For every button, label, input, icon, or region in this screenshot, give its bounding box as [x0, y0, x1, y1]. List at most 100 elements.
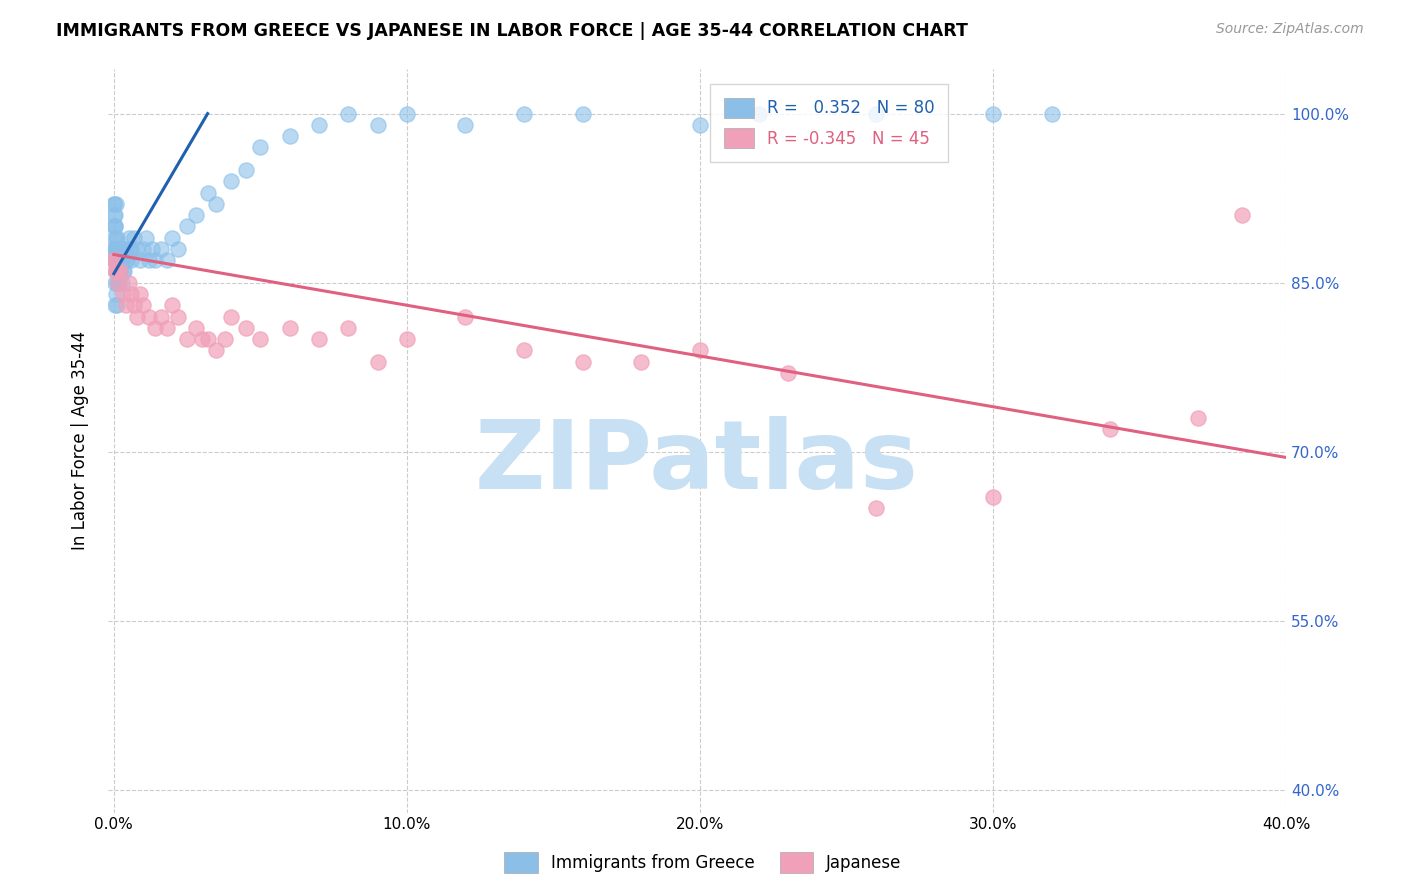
Point [132, 298, 155, 312]
Point [337, 320, 360, 334]
Point [104, 264, 127, 278]
Point [103, 196, 125, 211]
Point [117, 276, 139, 290]
Point [278, 320, 301, 334]
Point [367, 354, 389, 368]
Point [132, 242, 155, 256]
Point [114, 242, 136, 256]
Point [127, 242, 149, 256]
Point [105, 264, 128, 278]
Point [367, 118, 389, 132]
Point [1230, 208, 1253, 222]
Point [124, 298, 146, 312]
Point [155, 320, 177, 334]
Point [112, 264, 135, 278]
Point [235, 320, 257, 334]
Point [124, 230, 146, 244]
Point [107, 276, 129, 290]
Point [184, 320, 207, 334]
Point [689, 118, 711, 132]
Point [197, 332, 219, 346]
Point [513, 343, 536, 358]
Point [117, 230, 139, 244]
Point [513, 106, 536, 120]
Point [167, 310, 190, 324]
Point [105, 287, 128, 301]
Text: ZIPatlas: ZIPatlas [475, 417, 920, 509]
Point [235, 163, 257, 178]
Point [214, 332, 236, 346]
Point [103, 242, 125, 256]
Point [110, 264, 132, 278]
Point [111, 287, 134, 301]
Point [571, 106, 593, 120]
Point [162, 230, 184, 244]
Point [111, 276, 134, 290]
Point [107, 253, 129, 268]
Point [104, 253, 127, 268]
Point [184, 208, 207, 222]
Point [1040, 106, 1063, 120]
Point [104, 230, 127, 244]
Point [104, 242, 127, 256]
Legend: Immigrants from Greece, Japanese: Immigrants from Greece, Japanese [498, 846, 908, 880]
Point [108, 276, 131, 290]
Point [135, 230, 157, 244]
Text: Source: ZipAtlas.com: Source: ZipAtlas.com [1216, 22, 1364, 37]
Point [630, 354, 652, 368]
Point [104, 219, 127, 234]
Point [337, 106, 360, 120]
Point [162, 298, 184, 312]
Point [865, 501, 887, 516]
Point [176, 219, 198, 234]
Point [103, 253, 125, 268]
Point [107, 242, 129, 256]
Point [108, 264, 131, 278]
Point [129, 253, 152, 268]
Point [143, 253, 166, 268]
Point [107, 276, 129, 290]
Point [104, 276, 127, 290]
Point [107, 253, 129, 268]
Point [105, 230, 128, 244]
Point [981, 490, 1004, 504]
Point [219, 174, 242, 188]
Point [108, 264, 131, 278]
Point [115, 253, 138, 268]
Point [104, 196, 127, 211]
Point [120, 242, 142, 256]
Point [104, 219, 127, 234]
Point [865, 106, 887, 120]
Point [149, 310, 172, 324]
Point [205, 196, 228, 211]
Point [155, 253, 177, 268]
Point [176, 332, 198, 346]
Point [110, 253, 132, 268]
Point [278, 129, 301, 144]
Point [105, 276, 128, 290]
Point [454, 310, 477, 324]
Point [127, 310, 149, 324]
Point [776, 366, 799, 380]
Point [104, 298, 127, 312]
Point [117, 242, 139, 256]
Point [105, 298, 128, 312]
Point [103, 208, 125, 222]
Point [103, 219, 125, 234]
Point [114, 253, 136, 268]
Point [205, 343, 228, 358]
Point [114, 298, 136, 312]
Point [1099, 422, 1122, 436]
Point [111, 242, 134, 256]
Point [981, 106, 1004, 120]
Point [143, 320, 166, 334]
Point [103, 253, 125, 268]
Point [108, 253, 131, 268]
Point [219, 310, 242, 324]
Point [167, 242, 190, 256]
Point [689, 343, 711, 358]
Point [395, 332, 418, 346]
Point [103, 230, 125, 244]
Y-axis label: In Labor Force | Age 35-44: In Labor Force | Age 35-44 [72, 331, 89, 550]
Point [249, 332, 271, 346]
